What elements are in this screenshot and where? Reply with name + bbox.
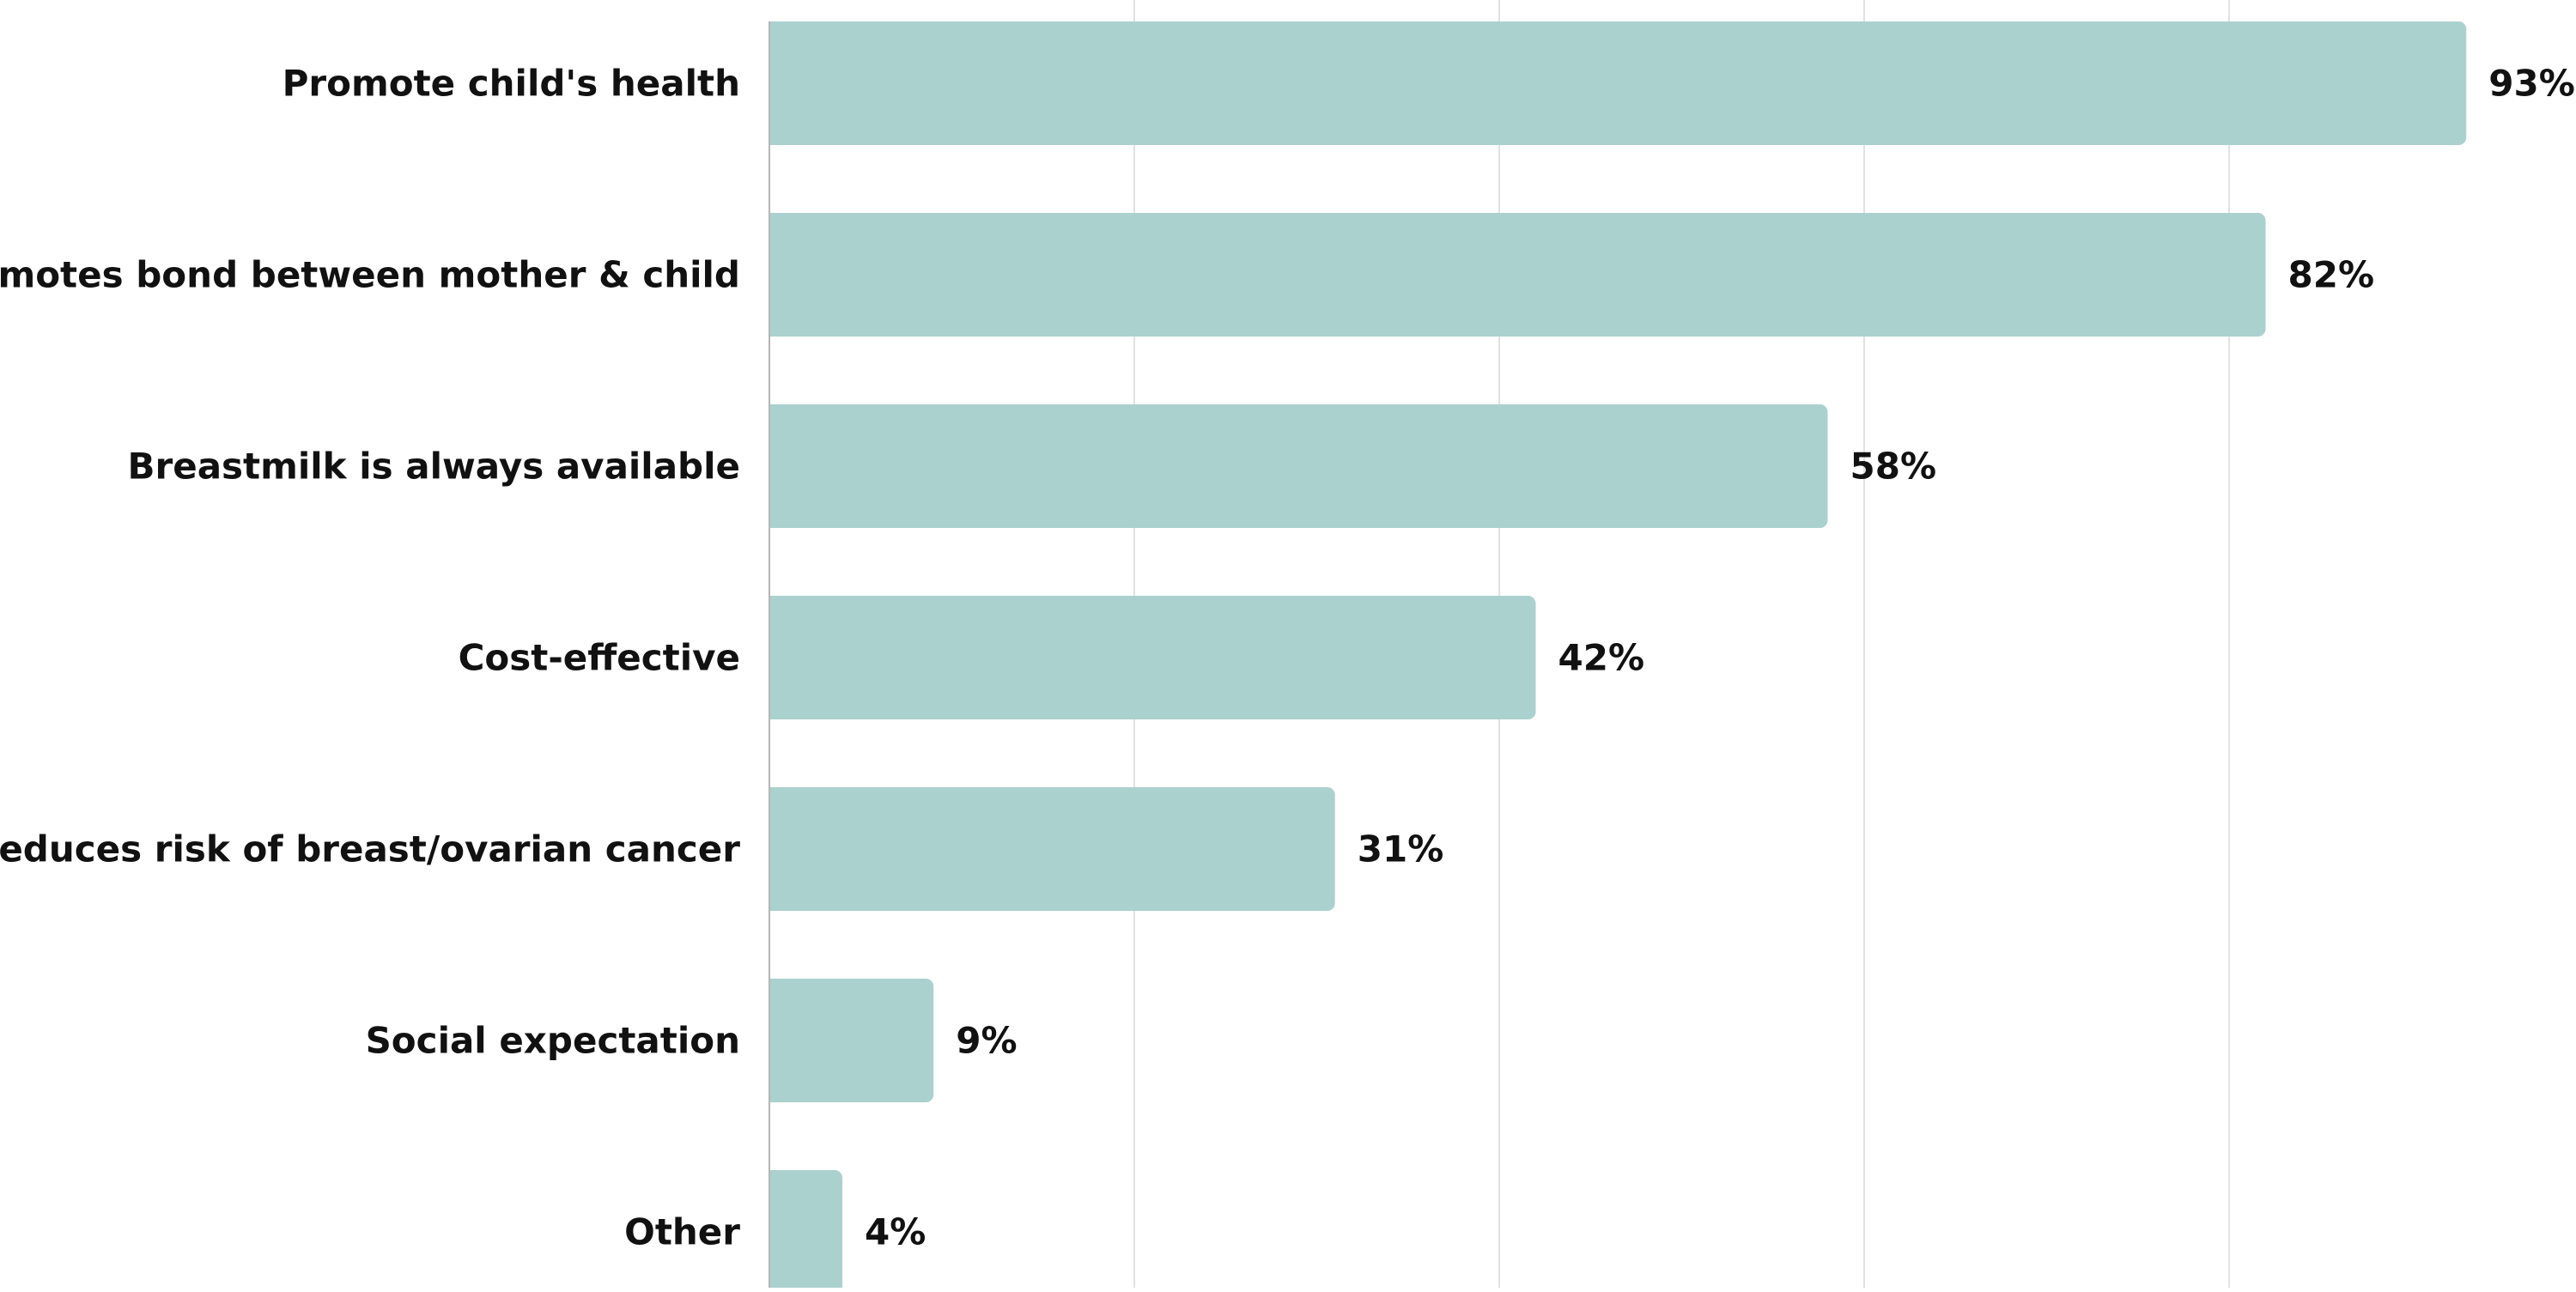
value-label: 58% bbox=[1850, 446, 1937, 488]
category-label: Social expectation bbox=[366, 1020, 740, 1062]
bar-edge bbox=[769, 213, 780, 337]
labels: Promote child's health 93% Promotes bond b… bbox=[0, 63, 2575, 1253]
category-label: Breastmilk is always available bbox=[128, 446, 741, 488]
value-label: 31% bbox=[1358, 828, 1444, 870]
category-label: Reduces risk of breast/ovarian cancer bbox=[0, 828, 740, 870]
bar bbox=[769, 979, 934, 1102]
bar bbox=[769, 213, 2266, 337]
bar-edge bbox=[769, 596, 780, 719]
value-label: 42% bbox=[1558, 637, 1645, 679]
bar-edge bbox=[769, 787, 780, 911]
bars bbox=[769, 21, 2467, 1292]
bar bbox=[769, 596, 1536, 719]
bar-edge bbox=[769, 404, 780, 528]
bar bbox=[769, 21, 2467, 145]
value-label: 4% bbox=[865, 1211, 926, 1253]
value-label: 93% bbox=[2488, 63, 2575, 105]
bar-edge bbox=[769, 1170, 780, 1292]
category-label: Promote child's health bbox=[283, 63, 740, 105]
bar bbox=[769, 1170, 842, 1292]
category-label: Other bbox=[624, 1211, 740, 1253]
category-label: Promotes bond between mother & child bbox=[0, 254, 740, 296]
bar-edge bbox=[769, 21, 780, 145]
category-label: Cost-effective bbox=[459, 637, 740, 679]
bar bbox=[769, 787, 1335, 911]
value-label: 82% bbox=[2288, 254, 2375, 296]
bar bbox=[769, 404, 1828, 528]
bar-edge bbox=[769, 979, 780, 1102]
value-label: 9% bbox=[956, 1020, 1017, 1062]
